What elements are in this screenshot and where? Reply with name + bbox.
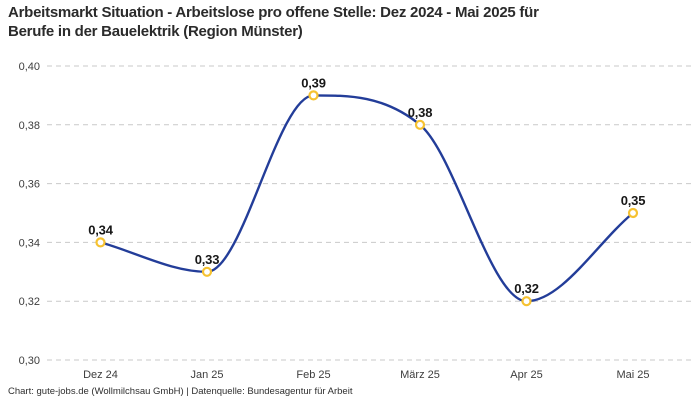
- data-point-marker: [308, 90, 319, 101]
- data-point-marker: [414, 119, 426, 130]
- x-axis-tick-label: Jan 25: [190, 369, 223, 381]
- series-line: [99, 94, 635, 303]
- y-axis-tick-label: 0,38: [19, 120, 40, 132]
- data-point-label: 0,33: [195, 252, 220, 267]
- data-point-label: 0,34: [88, 222, 113, 237]
- y-axis-tick-label: 0,34: [19, 237, 40, 249]
- data-point-label: 0,38: [408, 105, 433, 120]
- chart-title-line1: Arbeitsmarkt Situation - Arbeitslose pro…: [8, 4, 539, 21]
- data-point-marker: [627, 207, 639, 219]
- data-point-marker: [95, 237, 106, 248]
- y-axis-tick-label: 0,30: [19, 355, 40, 367]
- x-axis-tick-label: Apr 25: [510, 369, 542, 381]
- y-axis-tick-label: 0,36: [19, 179, 40, 191]
- chart-title: Arbeitsmarkt Situation - Arbeitslose pro…: [8, 3, 668, 41]
- data-point-marker: [521, 296, 532, 307]
- chart-title-line2: Berufe in der Bauelektrik (Region Münste…: [8, 23, 303, 40]
- y-axis-tick-label: 0,32: [19, 296, 40, 308]
- data-point-label: 0,35: [621, 193, 646, 208]
- x-axis-tick-label: Dez 24: [83, 369, 118, 381]
- chart-footer-credit: Chart: gute-jobs.de (Wollmilchsau GmbH) …: [8, 386, 353, 397]
- x-axis-tick-label: Feb 25: [296, 369, 330, 381]
- y-axis-tick-label: 0,40: [19, 61, 40, 73]
- data-point-label: 0,39: [301, 75, 326, 90]
- x-axis-tick-label: März 25: [400, 369, 440, 381]
- data-point-label: 0,32: [514, 281, 539, 296]
- x-axis-tick-label: Mai 25: [616, 369, 649, 381]
- data-point-marker: [201, 266, 213, 277]
